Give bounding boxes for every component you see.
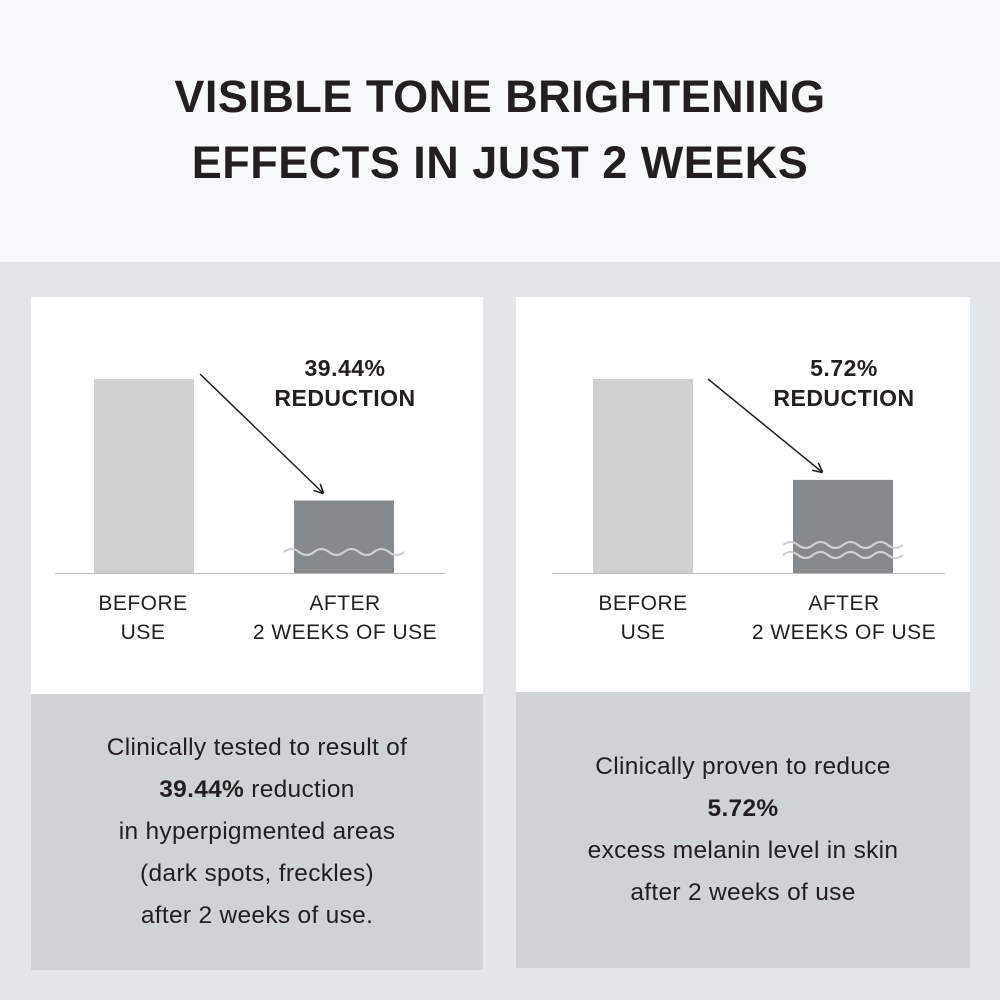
axis-break-wave <box>283 547 405 557</box>
category-label-before: BEFORE USE <box>23 589 263 647</box>
bar-chart <box>55 373 445 574</box>
caption-box: Clinically proven to reduce 5.72% excess… <box>516 692 970 968</box>
category-line: USE <box>620 621 666 644</box>
bar-chart <box>552 378 945 574</box>
category-label-after: AFTER 2 WEEKS OF USE <box>724 589 964 647</box>
caption-box: Clinically tested to result of 39.44% re… <box>31 694 483 970</box>
axis-break-wave <box>782 550 904 560</box>
category-line: BEFORE <box>98 592 188 615</box>
chart-panel-melanin: 5.72% REDUCTION BEFORE USE AFTER 2 WEEKS… <box>516 297 970 968</box>
caption-line: Clinically proven to reduce <box>595 753 891 780</box>
category-line: 2 WEEKS OF USE <box>252 621 438 644</box>
bar-after <box>793 479 893 573</box>
bar-after <box>294 500 394 573</box>
chart-panel-hyperpigmentation: 39.44% REDUCTION BEFORE USE AFTER 2 WEEK… <box>31 297 483 970</box>
header: VISIBLE TONE BRIGHTENING EFFECTS IN JUST… <box>0 0 1000 262</box>
category-line: AFTER <box>309 592 381 615</box>
caption-line: Clinically tested to result of <box>106 734 408 761</box>
reduction-value: 39.44% <box>304 355 386 381</box>
category-line: USE <box>120 621 166 644</box>
reduction-arrow <box>199 373 323 493</box>
reduction-arrow <box>707 378 822 472</box>
caption-line-highlight: 39.44% reduction <box>159 769 355 811</box>
reduction-label: REDUCTION <box>773 385 915 411</box>
category-line: 2 WEEKS OF USE <box>751 621 937 644</box>
caption-bold-value: 5.72% <box>707 795 779 822</box>
category-line: AFTER <box>808 592 880 615</box>
category-line: BEFORE <box>598 592 688 615</box>
caption-text: reduction <box>244 776 355 803</box>
category-label-before: BEFORE USE <box>523 589 763 647</box>
axis-break-wave <box>782 540 904 550</box>
page-title-line-1: VISIBLE TONE BRIGHTENING <box>174 71 826 122</box>
caption-line: after 2 weeks of use <box>630 879 856 906</box>
caption-line: excess melanin level in skin <box>587 837 899 864</box>
caption-bold-value: 39.44% <box>159 776 245 803</box>
bar-before <box>593 379 693 573</box>
bar-before <box>94 379 194 573</box>
caption-line-highlight: 5.72% <box>708 788 779 830</box>
reduction-label: REDUCTION <box>274 385 416 411</box>
caption-line: (dark spots, freckles) <box>140 860 374 887</box>
reduction-value: 5.72% <box>810 355 878 381</box>
caption-line: in hyperpigmented areas <box>118 818 396 845</box>
category-label-after: AFTER 2 WEEKS OF USE <box>225 589 465 647</box>
page-title-line-2: EFFECTS IN JUST 2 WEEKS <box>191 137 809 188</box>
caption-line: after 2 weeks of use. <box>140 902 374 929</box>
